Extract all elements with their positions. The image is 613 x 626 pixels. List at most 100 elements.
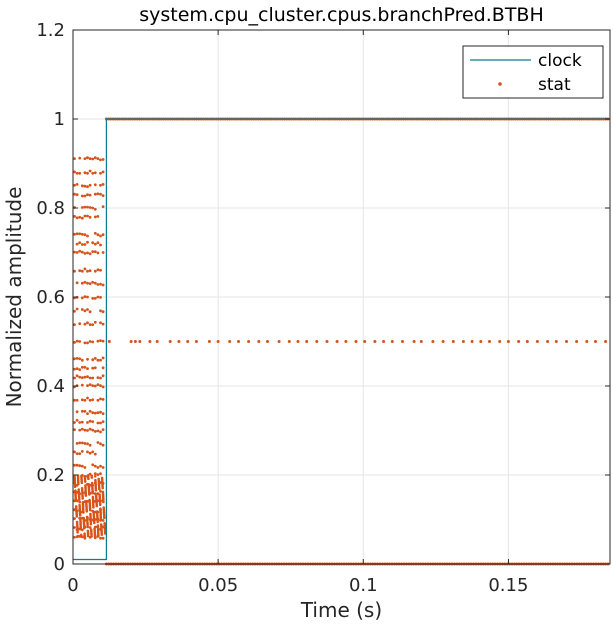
stat-point bbox=[479, 340, 483, 343]
stat-point bbox=[93, 535, 97, 539]
stat-point bbox=[99, 282, 102, 286]
stat-point bbox=[73, 157, 76, 161]
stat-point bbox=[73, 357, 76, 361]
stat-point bbox=[88, 376, 92, 380]
stat-point bbox=[257, 340, 261, 343]
stat-point bbox=[101, 233, 105, 237]
stat-point bbox=[75, 398, 79, 402]
stat-point bbox=[168, 340, 172, 343]
stat-point bbox=[101, 170, 105, 174]
stat-point bbox=[80, 365, 84, 369]
stat-point bbox=[498, 340, 502, 343]
stat-point bbox=[88, 282, 92, 285]
stat-point bbox=[80, 206, 84, 209]
stat-point bbox=[73, 215, 76, 218]
legend: clock stat bbox=[462, 45, 604, 99]
stat-point bbox=[91, 297, 95, 300]
stat-point bbox=[96, 283, 100, 286]
stat-point bbox=[85, 510, 89, 513]
stat-point bbox=[194, 340, 198, 343]
stat-point bbox=[86, 193, 89, 197]
stat-point bbox=[99, 243, 102, 247]
stat-point bbox=[86, 429, 89, 432]
stat-point bbox=[93, 521, 96, 525]
x-axis-label: Time (s) bbox=[300, 598, 382, 622]
stat-point bbox=[79, 528, 83, 531]
stat-point bbox=[441, 340, 445, 343]
stat-point bbox=[93, 475, 97, 478]
stat-point bbox=[80, 194, 84, 198]
stat-point bbox=[373, 340, 377, 343]
stat-point bbox=[91, 206, 95, 210]
stat-point bbox=[83, 233, 87, 237]
stat-point bbox=[73, 450, 76, 454]
stat-point bbox=[604, 340, 608, 343]
stat-point bbox=[88, 443, 92, 447]
stat-point bbox=[277, 340, 281, 343]
stat-point bbox=[93, 215, 97, 219]
stat-point bbox=[488, 340, 491, 343]
stat-point bbox=[93, 171, 97, 175]
stat-point bbox=[91, 411, 95, 415]
stat-point bbox=[78, 322, 82, 326]
stat-point bbox=[99, 321, 102, 325]
stat-point bbox=[80, 376, 84, 379]
stat-point bbox=[91, 157, 95, 161]
stat-point bbox=[75, 410, 79, 414]
stat-point bbox=[73, 170, 76, 174]
stat-point bbox=[91, 171, 95, 175]
stat-point bbox=[575, 340, 579, 343]
stat-point bbox=[101, 486, 104, 490]
stat-point bbox=[101, 428, 105, 431]
stat-point bbox=[99, 376, 102, 380]
stat-point bbox=[96, 466, 100, 469]
stat-point bbox=[83, 243, 87, 246]
stat-point bbox=[75, 281, 79, 285]
stat-point bbox=[216, 340, 220, 343]
stat-point bbox=[88, 409, 92, 413]
stat-point bbox=[99, 536, 102, 540]
stat-point bbox=[96, 376, 100, 379]
stat-point bbox=[75, 232, 79, 236]
stat-point bbox=[80, 464, 84, 468]
stat-point bbox=[93, 357, 97, 360]
stat-point bbox=[100, 533, 104, 536]
stat-point bbox=[93, 192, 97, 196]
stat-point bbox=[83, 428, 87, 432]
stat-point bbox=[101, 443, 105, 447]
stat-point bbox=[99, 234, 102, 238]
stat-point bbox=[99, 410, 102, 414]
stat-point bbox=[96, 421, 100, 425]
stat-point bbox=[99, 421, 102, 425]
stat-point bbox=[91, 366, 95, 370]
stat-point bbox=[101, 519, 105, 522]
stat-point bbox=[99, 517, 103, 521]
stat-point bbox=[91, 250, 95, 254]
stat-point bbox=[73, 536, 76, 539]
stat-point bbox=[75, 452, 79, 455]
stat-point bbox=[83, 526, 86, 530]
stat-point bbox=[86, 295, 89, 299]
tick-labels: 0 0.2 0.4 0.6 0.8 1 1.2 0 0.05 0.1 0.15 bbox=[36, 20, 528, 596]
chart-title: system.cpu_cluster.cpus.branchPred.BTBH bbox=[139, 4, 544, 26]
stat-point bbox=[86, 450, 89, 454]
stat-point bbox=[101, 310, 105, 314]
stat-point bbox=[93, 231, 97, 235]
x-tick-label: 0.15 bbox=[488, 575, 528, 596]
stat-point bbox=[99, 296, 102, 299]
stat-point bbox=[92, 505, 95, 509]
stat-point bbox=[86, 384, 89, 387]
stat-point bbox=[565, 340, 568, 343]
stat-point bbox=[96, 192, 100, 196]
stat-point bbox=[93, 464, 97, 468]
stat-point bbox=[86, 321, 89, 325]
stat-point bbox=[86, 156, 89, 160]
y-tick-label: 1.2 bbox=[36, 20, 65, 41]
stat-point bbox=[78, 498, 81, 501]
stat-point bbox=[354, 340, 358, 343]
stat-point bbox=[296, 340, 300, 343]
stat-point bbox=[266, 340, 269, 343]
stat-point bbox=[75, 251, 79, 254]
